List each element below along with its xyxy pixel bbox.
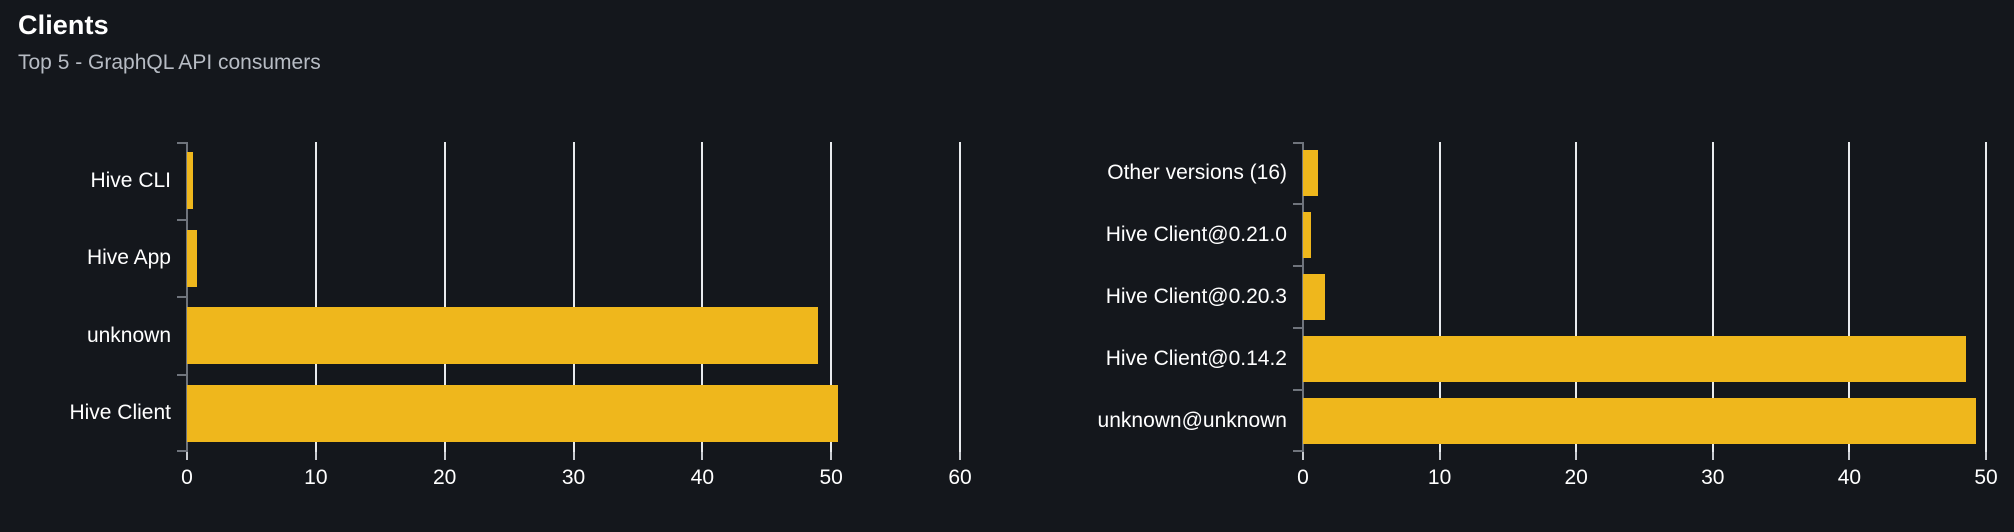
bar-row[interactable]: Other versions (16) [1107,150,1986,196]
x-axis-tick [1711,452,1714,460]
y-axis-category-label: Hive App [86,246,171,270]
bar[interactable] [187,307,819,365]
x-axis-tick-label: 10 [1427,466,1452,489]
y-axis-tick [1293,203,1302,205]
x-axis-tick [572,452,575,460]
y-axis-category-label: Hive Client@0.14.2 [1105,346,1287,370]
bar-row[interactable]: Hive Client@0.14.2 [1106,336,1986,382]
y-axis-cap-top [177,142,186,144]
y-axis-spine [186,142,188,452]
x-axis-tick [1575,452,1578,460]
bar[interactable] [1303,398,1977,444]
x-axis-tick-label: 50 [1974,466,1998,489]
gridline [830,142,833,452]
x-axis-tick [701,452,704,460]
x-axis-tick [830,452,833,460]
x-axis-tick-label: 30 [1701,466,1725,489]
x-axis-tick-label: 40 [690,466,715,489]
bar-row[interactable]: Hive App [87,229,960,287]
bar[interactable] [1303,212,1312,258]
x-axis-tick-label: 0 [1297,466,1309,489]
bar-row[interactable]: Hive Client [69,384,960,442]
gridline [959,142,961,452]
x-axis-tick [314,452,317,460]
x-axis-tick [1438,452,1441,460]
y-axis-category-label: Hive Client@0.21.0 [1105,222,1287,246]
panel-header: Clients Top 5 - GraphQL API consumers [18,8,321,78]
chart-clients-by-version: 0 10 20 30 40 50 Other versions (16) Hive Clien… [1010,120,2014,500]
gridline [1438,142,1441,452]
bar[interactable] [187,152,194,210]
gridline [701,142,704,452]
bar-row[interactable]: Hive Client@0.20.3 [1106,274,1986,320]
bar[interactable] [1303,336,1966,382]
y-axis-category-label: unknown@unknown [1097,408,1287,432]
y-axis-tick [1293,389,1302,391]
gridline [443,142,446,452]
y-axis-tick [177,373,186,376]
y-axis-tick [177,218,186,221]
x-axis-tick-label: 20 [1564,466,1588,489]
plot-area-right: 0 10 20 30 40 50 Other versions (16) Hive Clien… [1098,142,1998,489]
y-axis-cap-bottom [1293,450,1302,452]
page-subtitle: Top 5 - GraphQL API consumers [18,51,321,74]
bar[interactable] [187,384,838,442]
bar-row[interactable]: Hive CLI [90,152,960,210]
x-axis-tick-label: 30 [561,466,586,489]
y-axis-cap-bottom [177,450,186,452]
gridline [1848,142,1851,452]
y-axis-category-label: Hive CLI [90,168,171,192]
y-axis-category-label: unknown [86,323,171,347]
chart-clients-by-name: 0 10 20 30 40 50 60 Hive CLI Hive App unknown Hive… [0,120,1000,500]
bar[interactable] [1303,274,1325,320]
gridline [1985,142,1987,452]
gridline [1711,142,1714,452]
gridline [314,142,317,452]
bar-row[interactable]: unknown@unknown [1098,398,1986,444]
x-axis-tick-label: 0 [181,466,193,489]
gridline [1575,142,1578,452]
x-axis-tick [1302,452,1304,460]
gridline [572,142,575,452]
bar-row[interactable]: unknown [87,307,960,365]
x-axis-tick-label: 50 [819,466,843,489]
x-axis-tick [1985,452,1987,460]
x-axis-tick-label: 20 [432,466,457,489]
plot-area-left: 0 10 20 30 40 50 60 Hive CLI Hive App unknown Hive… [69,142,972,489]
bar[interactable] [187,229,198,287]
x-axis-tick-label: 10 [304,466,328,489]
y-axis-tick [1293,327,1302,329]
y-axis-category-label: Hive Client@0.20.3 [1105,284,1287,308]
x-axis-tick [443,452,446,460]
x-axis-tick [186,452,188,460]
bar-row[interactable]: Hive Client@0.21.0 [1106,212,1986,258]
page-title: Clients [18,10,109,40]
y-axis-cap-top [1293,142,1302,144]
y-axis-category-label: Other versions (16) [1107,160,1287,184]
y-axis-tick [1293,265,1302,267]
bar[interactable] [1303,150,1319,196]
x-axis-tick [959,452,961,460]
y-axis-tick [177,296,186,298]
y-axis-category-label: Hive Client [69,401,171,425]
x-axis-tick-label: 40 [1837,466,1862,489]
x-axis-tick [1848,452,1851,460]
x-axis-tick-label: 60 [948,466,972,489]
